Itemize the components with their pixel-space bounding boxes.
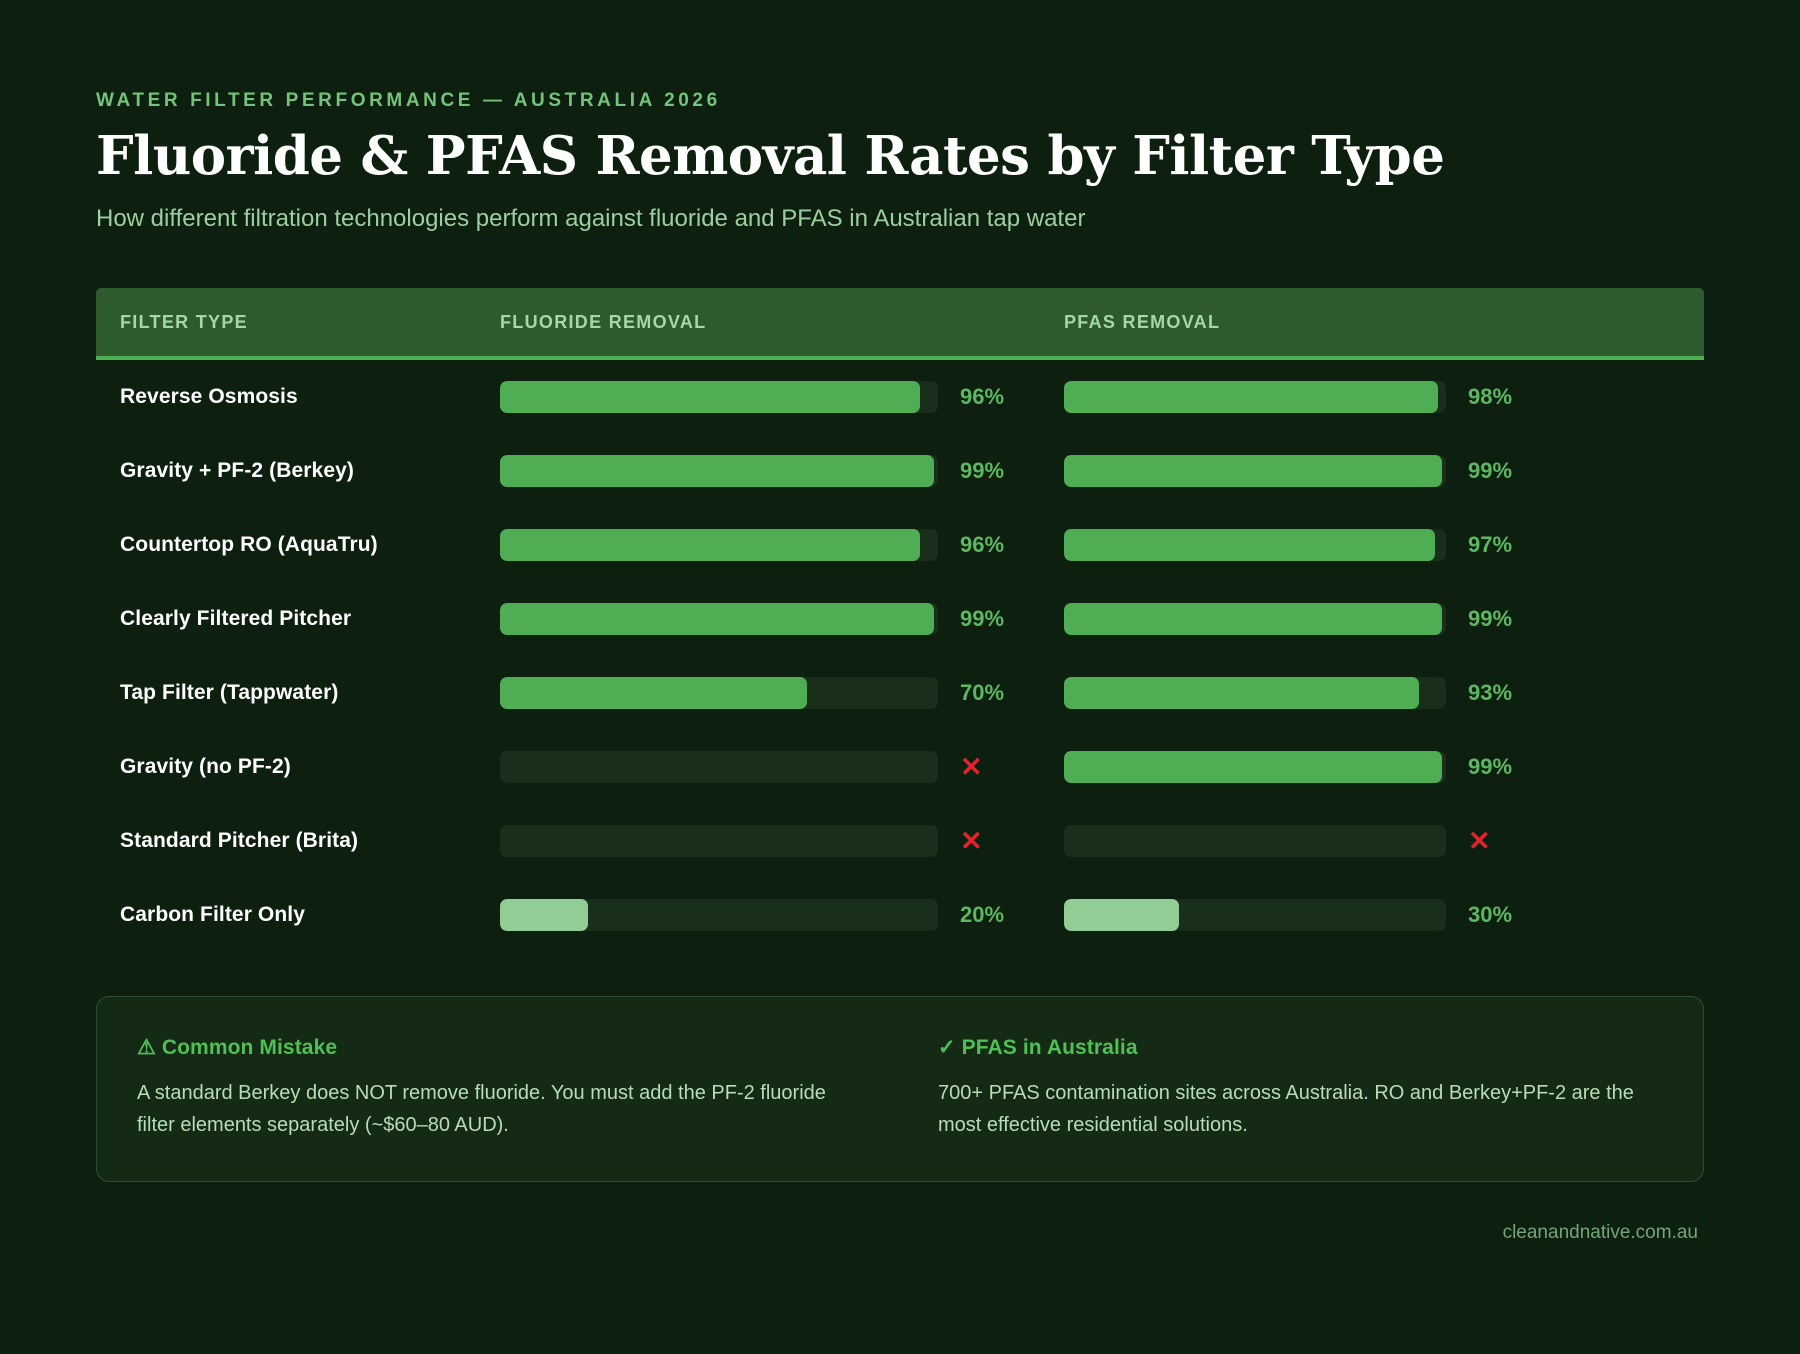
- bar-fill: [500, 603, 934, 636]
- table-row: Reverse Osmosis 96% 98%: [96, 360, 1704, 434]
- bar-track: [1064, 825, 1446, 858]
- bar-fill: [1064, 899, 1179, 932]
- pfas-removal-cell: 99%: [1064, 455, 1524, 488]
- bar-track: [500, 603, 938, 636]
- bar-fill: [1064, 677, 1420, 710]
- bar-track: [1064, 899, 1446, 932]
- bar-fill: [1064, 751, 1443, 784]
- pfas-removal-cell: 30%: [1064, 899, 1524, 932]
- page-title: Fluoride & PFAS Removal Rates by Filter …: [96, 124, 1445, 187]
- callout-common-mistake: ⚠ Common Mistake A standard Berkey does …: [137, 1035, 900, 1141]
- pfas-removal-cell: 93%: [1064, 677, 1524, 710]
- column-header-filter-type: FILTER TYPE: [120, 311, 248, 332]
- no-removal-x-icon: ✕: [960, 825, 983, 856]
- pfas-removal-cell: 98%: [1064, 381, 1524, 414]
- percent-label: 99%: [1468, 754, 1513, 780]
- bar-fill: [1064, 603, 1443, 636]
- bar-track: [1064, 529, 1446, 562]
- bar-track: [500, 529, 938, 562]
- bar-track: [500, 381, 938, 414]
- bar-fill: [1064, 455, 1443, 488]
- pfas-removal-cell: ✕: [1064, 825, 1524, 858]
- bar-fill: [1064, 529, 1435, 562]
- callout-pfas-australia: ✓ PFAS in Australia 700+ PFAS contaminat…: [900, 1035, 1663, 1141]
- table-row: Countertop RO (AquaTru) 96% 97%: [96, 508, 1704, 582]
- filter-type-label: Reverse Osmosis: [120, 385, 298, 409]
- bar-fill: [500, 899, 588, 932]
- table-row: Carbon Filter Only 20% 30%: [96, 878, 1704, 952]
- filter-type-label: Tap Filter (Tappwater): [120, 681, 339, 705]
- fluoride-removal-cell: 20%: [500, 899, 1064, 932]
- callout-body: 700+ PFAS contamination sites across Aus…: [938, 1082, 1634, 1137]
- filter-type-label: Standard Pitcher (Brita): [120, 829, 359, 853]
- bar-track: [500, 751, 938, 784]
- table-header-row: FILTER TYPE FLUORIDE REMOVAL PFAS REMOVA…: [96, 288, 1704, 361]
- fluoride-removal-cell: 99%: [500, 455, 1064, 488]
- bar-track: [1064, 677, 1446, 710]
- bar-track: [1064, 603, 1446, 636]
- fluoride-removal-cell: ✕: [500, 825, 1064, 858]
- percent-label: 30%: [1468, 902, 1513, 928]
- fluoride-removal-cell: 96%: [500, 381, 1064, 414]
- bar-fill: [500, 529, 921, 562]
- filter-type-label: Carbon Filter Only: [120, 903, 305, 927]
- filter-type-label: Countertop RO (AquaTru): [120, 533, 378, 557]
- bar-track: [1064, 381, 1446, 414]
- no-removal-x-icon: ✕: [960, 751, 983, 782]
- bar-fill: [500, 455, 934, 488]
- no-removal-x-icon: ✕: [1468, 825, 1491, 856]
- filter-type-label: Clearly Filtered Pitcher: [120, 607, 352, 631]
- header-block: WATER FILTER PERFORMANCE — AUSTRALIA 202…: [96, 0, 1704, 234]
- table-row: Standard Pitcher (Brita) ✕ ✕: [96, 804, 1704, 878]
- table-row: Gravity + PF-2 (Berkey) 99% 99%: [96, 434, 1704, 508]
- percent-label: 70%: [960, 680, 1005, 706]
- page-subtitle: How different filtration technologies pe…: [96, 205, 1086, 233]
- callout-title: ✓ PFAS in Australia: [938, 1036, 1138, 1060]
- comparison-table: FILTER TYPE FLUORIDE REMOVAL PFAS REMOVA…: [96, 288, 1704, 952]
- bar-track: [500, 899, 938, 932]
- table-row: Tap Filter (Tappwater) 70% 93%: [96, 656, 1704, 730]
- percent-label: 98%: [1468, 384, 1513, 410]
- column-header-pfas-removal: PFAS REMOVAL: [1064, 311, 1221, 332]
- percent-label: 99%: [960, 458, 1005, 484]
- fluoride-removal-cell: ✕: [500, 751, 1064, 784]
- callout-body: A standard Berkey does NOT remove fluori…: [137, 1082, 826, 1137]
- percent-label: 96%: [960, 532, 1005, 558]
- percent-label: 20%: [960, 902, 1005, 928]
- bar-fill: [500, 381, 921, 414]
- bar-track: [500, 825, 938, 858]
- percent-label: 97%: [1468, 532, 1513, 558]
- percent-label: 99%: [1468, 606, 1513, 632]
- pfas-removal-cell: 97%: [1064, 529, 1524, 562]
- table-body: Reverse Osmosis 96% 98% Gravity + PF-2 (Ber…: [96, 360, 1704, 952]
- fluoride-removal-cell: 70%: [500, 677, 1064, 710]
- bar-fill: [1064, 381, 1439, 414]
- pfas-removal-cell: 99%: [1064, 603, 1524, 636]
- percent-label: 93%: [1468, 680, 1513, 706]
- bar-fill: [500, 677, 807, 710]
- eyebrow-label: WATER FILTER PERFORMANCE — AUSTRALIA 202…: [96, 90, 721, 111]
- bar-track: [1064, 455, 1446, 488]
- pfas-removal-cell: 99%: [1064, 751, 1524, 784]
- callout-title: ⚠ Common Mistake: [137, 1036, 338, 1060]
- bar-track: [500, 455, 938, 488]
- fluoride-removal-cell: 96%: [500, 529, 1064, 562]
- column-header-fluoride-removal: FLUORIDE REMOVAL: [500, 311, 707, 332]
- bar-track: [1064, 751, 1446, 784]
- filter-type-label: Gravity (no PF-2): [120, 755, 291, 779]
- table-row: Clearly Filtered Pitcher 99% 99%: [96, 582, 1704, 656]
- table-row: Gravity (no PF-2) ✕ 99%: [96, 730, 1704, 804]
- callout-panel: ⚠ Common Mistake A standard Berkey does …: [96, 996, 1704, 1183]
- percent-label: 99%: [1468, 458, 1513, 484]
- bar-track: [500, 677, 938, 710]
- percent-label: 99%: [960, 606, 1005, 632]
- source-attribution: cleanandnative.com.au: [1502, 1222, 1698, 1244]
- fluoride-removal-cell: 99%: [500, 603, 1064, 636]
- percent-label: 96%: [960, 384, 1005, 410]
- filter-type-label: Gravity + PF-2 (Berkey): [120, 459, 354, 483]
